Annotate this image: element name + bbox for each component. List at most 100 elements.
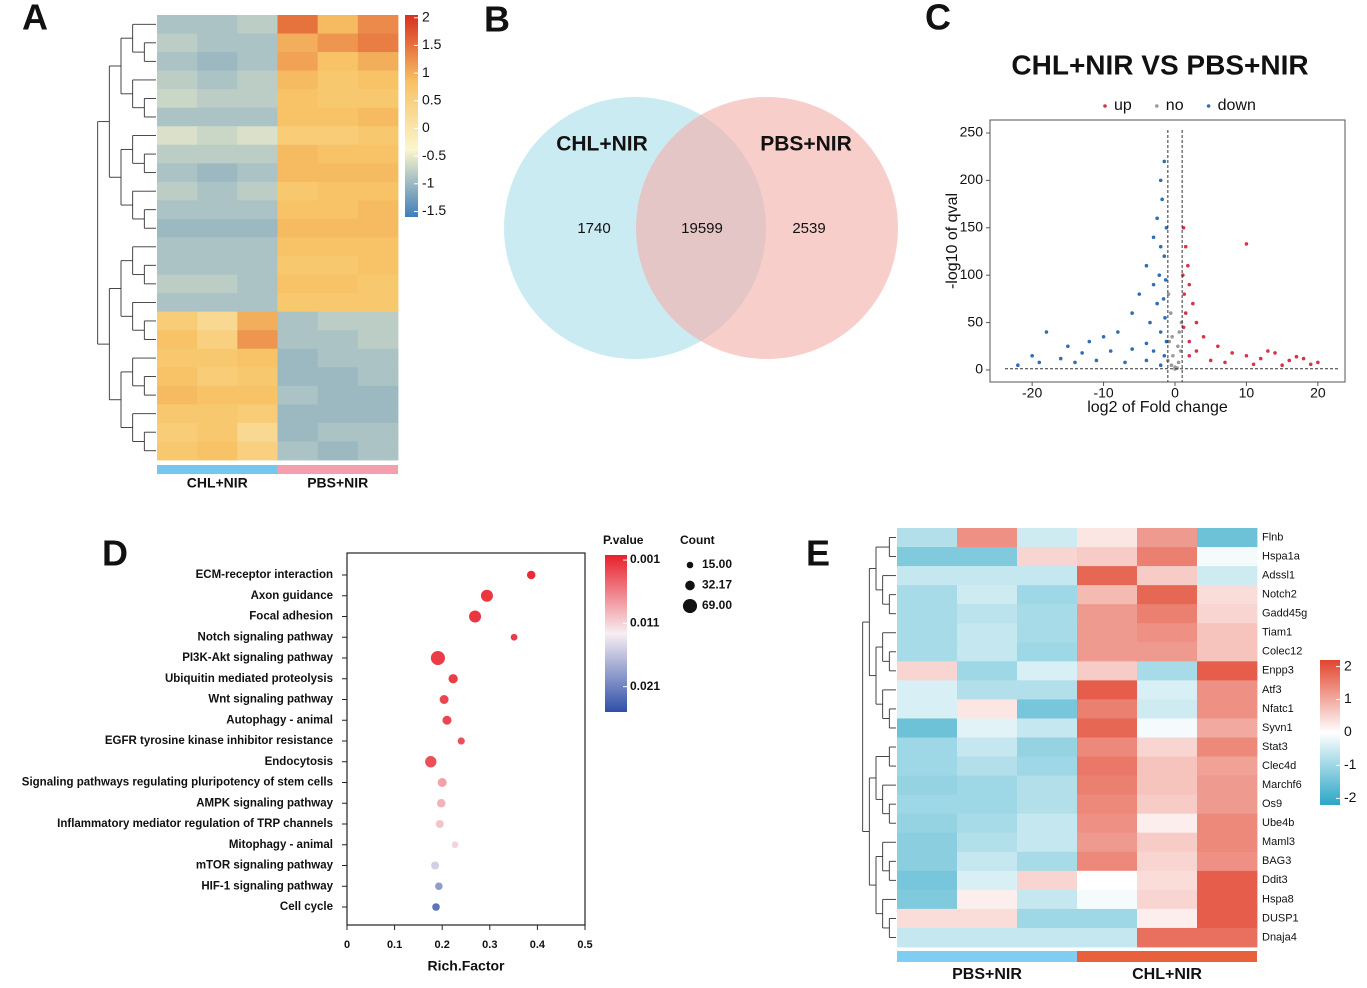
bubble [448, 674, 458, 684]
x-tick-label: 0.2 [435, 939, 450, 951]
heatmap-cell [897, 566, 958, 586]
row-label: Dnaja4 [1262, 931, 1297, 943]
heatmap-cell [317, 70, 359, 90]
heatmap-cell [317, 293, 359, 313]
heatmap-cell [317, 89, 359, 109]
heatmap-cell [237, 126, 278, 146]
row-label: Os9 [1262, 798, 1282, 810]
heatmap-cell [1197, 927, 1258, 948]
point [1177, 330, 1182, 334]
legend-marker [1103, 104, 1107, 108]
heatmap-cell [237, 385, 278, 405]
heatmap-cell [157, 218, 198, 238]
heatmap-cell [277, 330, 319, 350]
heatmap-cell [317, 422, 359, 442]
point [1186, 263, 1190, 268]
heatmap-cell [1017, 699, 1078, 719]
point [1030, 353, 1034, 358]
size-legend-label: 32.17 [702, 578, 732, 592]
colorbar-tick-label: -1 [422, 174, 435, 190]
heatmap-cell [357, 70, 399, 90]
y-tick-label: Focal adhesion [249, 611, 333, 623]
point [1294, 354, 1299, 359]
row-label: DUSP1 [1262, 912, 1299, 924]
heatmap-cell [157, 15, 198, 34]
point [1151, 349, 1156, 353]
point [1144, 341, 1149, 346]
point [1170, 334, 1174, 339]
heatmap-cell [1137, 585, 1198, 605]
point [1162, 353, 1167, 358]
point [1101, 334, 1106, 339]
heatmap-cell [1197, 547, 1258, 567]
group-label: CHL+NIR [187, 475, 248, 491]
point [1273, 351, 1277, 355]
heatmap-cell [1137, 547, 1198, 567]
heatmap-cell [1077, 604, 1138, 624]
point [1230, 351, 1234, 355]
heatmap-cell [957, 832, 1018, 853]
heatmap-cell [1137, 566, 1198, 586]
heatmap-cell [197, 107, 238, 127]
heatmap-cell [197, 274, 238, 294]
heatmap-cell [237, 274, 278, 294]
group-bar [897, 951, 1077, 962]
point [1244, 242, 1249, 246]
legend-label: no [1166, 97, 1184, 114]
heatmap-cell [1197, 813, 1258, 834]
y-tick-label: Cell cycle [280, 901, 333, 913]
color-legend-title: P.value [603, 533, 644, 547]
y-tick-label: Axon guidance [251, 590, 333, 602]
bubble [436, 799, 446, 808]
point [1287, 358, 1292, 363]
heatmap-cell [1077, 870, 1138, 891]
heatmap-cell [357, 404, 399, 424]
heatmap-cell [277, 274, 319, 294]
heatmap-cell [957, 661, 1018, 681]
heatmap-cell [957, 927, 1018, 948]
heatmap-cell [277, 293, 319, 313]
point [1301, 356, 1306, 361]
heatmap-cell [357, 385, 399, 405]
point [1144, 263, 1149, 268]
point [1194, 320, 1199, 325]
heatmap-cell [317, 256, 359, 275]
heatmap-cell [277, 163, 319, 183]
point [1187, 339, 1192, 344]
heatmap-cell [197, 311, 238, 331]
size-legend-marker [686, 561, 694, 569]
heatmap-cell [1197, 870, 1258, 891]
heatmap-cell [1197, 908, 1258, 929]
bubble [451, 841, 459, 849]
colorbar-tick-label: -2 [1344, 789, 1357, 805]
heatmap-cell [157, 385, 198, 405]
heatmap-cell [1197, 851, 1258, 872]
point [1016, 363, 1020, 368]
bubble [510, 633, 518, 641]
heatmap-cell [317, 200, 359, 220]
heatmap-cell [897, 927, 958, 948]
heatmap-cell [357, 367, 399, 387]
heatmap-cell [957, 547, 1018, 567]
heatmap-cell [197, 441, 238, 461]
heatmap-cell [157, 107, 198, 127]
y-tick-label: 150 [960, 218, 984, 234]
row-label: Stat3 [1262, 741, 1288, 753]
x-tick-label: 0.5 [577, 939, 592, 951]
heatmap-cell [1077, 623, 1138, 643]
heatmap-cell [1017, 756, 1078, 776]
size-legend-label: 15.00 [702, 557, 732, 571]
point [1058, 356, 1063, 361]
heatmap-cell [1197, 775, 1258, 796]
heatmap-cell [897, 870, 958, 891]
legend-marker [1206, 104, 1211, 108]
heatmap-cell [1077, 737, 1138, 757]
heatmap-cell [197, 15, 238, 34]
row-label: Nfatc1 [1262, 703, 1294, 715]
heatmap-cell [957, 908, 1018, 929]
heatmap-cell [1077, 927, 1138, 948]
row-label: Maml3 [1262, 836, 1295, 848]
heatmap-cell [237, 218, 278, 238]
size-legend-label: 69.00 [702, 598, 732, 612]
heatmap-cell [237, 330, 278, 350]
